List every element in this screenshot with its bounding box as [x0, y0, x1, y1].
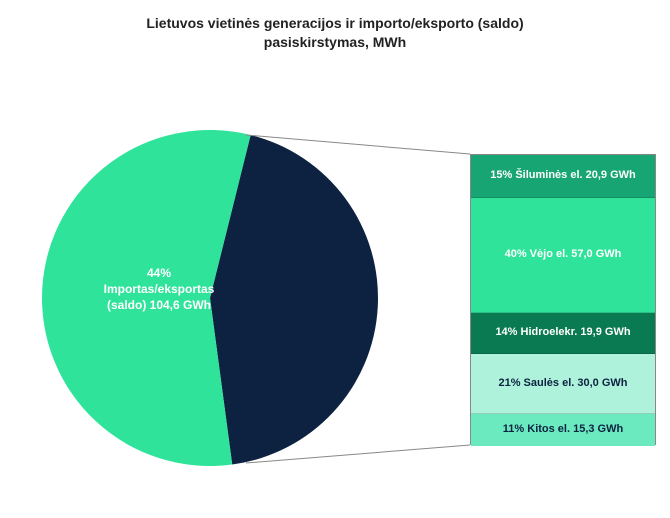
- pie-label-vietine-name: Vietinė generacija: [249, 273, 351, 287]
- pie-label-vietine-value: 143,1 GWh: [269, 289, 330, 303]
- breakdown-item: 15% Šiluminės el. 20,9 GWh: [471, 155, 655, 198]
- breakdown-bar: 15% Šiluminės el. 20,9 GWh 40% Vėjo el. 5…: [470, 154, 656, 445]
- pie-label-import-name: Importas/eksportas: [104, 282, 215, 296]
- breakdown-item-label: 15% Šiluminės el. 20,9 GWh: [490, 169, 636, 183]
- pie-label-import-value: (saldo) 104,6 GWh: [107, 298, 211, 312]
- breakdown-item: 14% Hidroelekr. 19,9 GWh: [471, 313, 655, 353]
- breakdown-item-label: 40% Vėjo el. 57,0 GWh: [505, 248, 622, 262]
- breakdown-item-label: 21% Saulės el. 30,0 GWh: [498, 377, 627, 391]
- breakdown-item: 21% Saulės el. 30,0 GWh: [471, 354, 655, 415]
- breakdown-item-label: 11% Kitos el. 15,3 GWh: [503, 423, 623, 437]
- breakdown-item: 40% Vėjo el. 57,0 GWh: [471, 198, 655, 313]
- breakdown-item: 11% Kitos el. 15,3 GWh: [471, 414, 655, 446]
- pie-label-import-pct: 44%: [147, 266, 171, 280]
- pie-label-import: 44% Importas/eksportas (saldo) 104,6 GWh: [84, 265, 234, 314]
- breakdown-item-label: 14% Hidroelekr. 19,9 GWh: [495, 326, 630, 340]
- pie-label-vietine: Vietinė generacija 143,1 GWh: [225, 272, 375, 304]
